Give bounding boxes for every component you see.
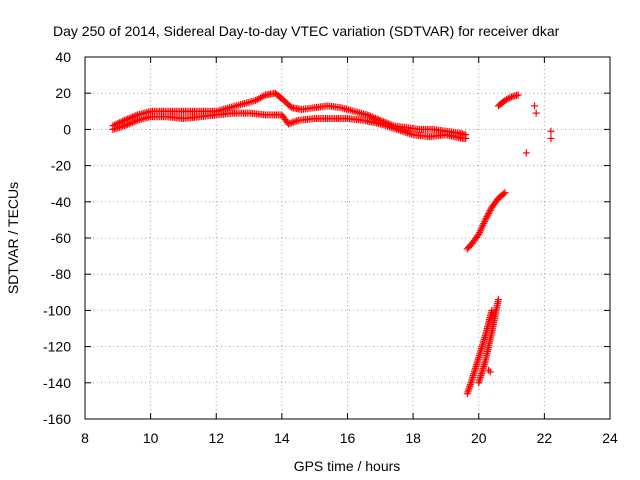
y-tick-label: -20 <box>51 158 71 174</box>
tick-marks <box>84 56 611 420</box>
y-tick-label: 20 <box>55 85 71 101</box>
y-tick-label: -160 <box>43 411 71 427</box>
series-5 <box>494 91 522 110</box>
y-tick-label: -80 <box>51 266 71 282</box>
data-point <box>463 390 471 398</box>
data-point <box>485 366 493 374</box>
data-point <box>462 134 470 142</box>
y-tick-label: 0 <box>63 121 71 137</box>
x-axis-label: GPS time / hours <box>294 458 401 474</box>
y-axis-label: SDTVAR / TECUs <box>5 182 21 294</box>
x-tick-label: 14 <box>274 430 290 446</box>
data-point-fill <box>370 114 378 122</box>
data-point <box>363 111 371 119</box>
series-1 <box>109 109 470 142</box>
x-tick-label: 20 <box>471 430 487 446</box>
data-point-fill <box>293 117 301 125</box>
data-point-fill <box>288 119 296 127</box>
data-point-fill <box>260 92 268 100</box>
y-tick-label: -100 <box>43 302 71 318</box>
series-4 <box>475 296 502 387</box>
data-point-fill <box>464 386 472 394</box>
data-point-fill <box>483 213 491 221</box>
data-point-fill <box>468 377 476 385</box>
x-tick-label: 8 <box>81 430 89 446</box>
data-point <box>481 216 489 224</box>
y-tick-label: -60 <box>51 230 71 246</box>
data-point-fill <box>485 208 493 216</box>
data-point <box>284 120 292 128</box>
y-tick-labels: -160 -140 -120 -100 -80 -60 -40 -20 0 20 40 <box>43 49 71 427</box>
data-point <box>120 122 128 130</box>
data-point <box>488 306 496 314</box>
x-tick-labels: 8 10 12 14 16 18 20 22 24 <box>81 430 618 446</box>
y-tick-label: -120 <box>43 339 71 355</box>
x-tick-label: 24 <box>602 430 618 446</box>
data-point-fill <box>127 119 135 127</box>
y-tick-label: -40 <box>51 194 71 210</box>
data-point-fill <box>500 190 508 198</box>
data-point-fill <box>125 120 133 128</box>
data-point-fill <box>286 119 294 127</box>
data-point-fill <box>467 379 475 387</box>
data-point-fill <box>465 384 473 392</box>
x-tick-label: 18 <box>405 430 421 446</box>
data-point-fill <box>366 112 374 120</box>
data-point <box>486 368 494 376</box>
data-point-fill <box>129 118 137 126</box>
data-point <box>522 149 530 157</box>
x-tick-label: 16 <box>340 430 356 446</box>
data-point <box>494 296 502 304</box>
data-point-fill <box>122 121 130 129</box>
x-tick-label: 12 <box>208 430 224 446</box>
data-point <box>547 134 555 142</box>
data-point <box>532 109 540 117</box>
data-point-fill <box>130 118 138 126</box>
chart-title: Day 250 of 2014, Sidereal Day-to-day VTE… <box>53 23 560 39</box>
data-point-fill <box>365 112 373 120</box>
data-point <box>501 189 509 197</box>
data-point-fill <box>482 214 490 222</box>
y-tick-label: 40 <box>55 49 71 65</box>
data-point-fill <box>466 382 474 390</box>
data-point <box>514 91 522 99</box>
data-point-fill <box>466 381 474 389</box>
series-3 <box>463 306 496 398</box>
y-tick-label: -140 <box>43 375 71 391</box>
data-point-fill <box>506 94 514 102</box>
x-tick-label: 10 <box>143 430 159 446</box>
data-points <box>109 89 555 398</box>
series-6 <box>485 102 555 376</box>
x-tick-label: 22 <box>537 430 553 446</box>
series-2 <box>463 189 509 253</box>
data-point-fill <box>124 120 132 128</box>
data-point-fill <box>291 118 299 126</box>
data-point-fill <box>132 117 140 125</box>
data-point-fill <box>486 206 494 214</box>
data-point-fill <box>464 388 472 396</box>
data-point <box>531 102 539 110</box>
data-point-fill <box>286 102 294 110</box>
data-point-fill <box>484 211 492 219</box>
data-point-fill <box>485 210 493 218</box>
data-point-fill <box>368 113 376 121</box>
data-point <box>547 127 555 135</box>
data-point-fill <box>289 118 297 126</box>
